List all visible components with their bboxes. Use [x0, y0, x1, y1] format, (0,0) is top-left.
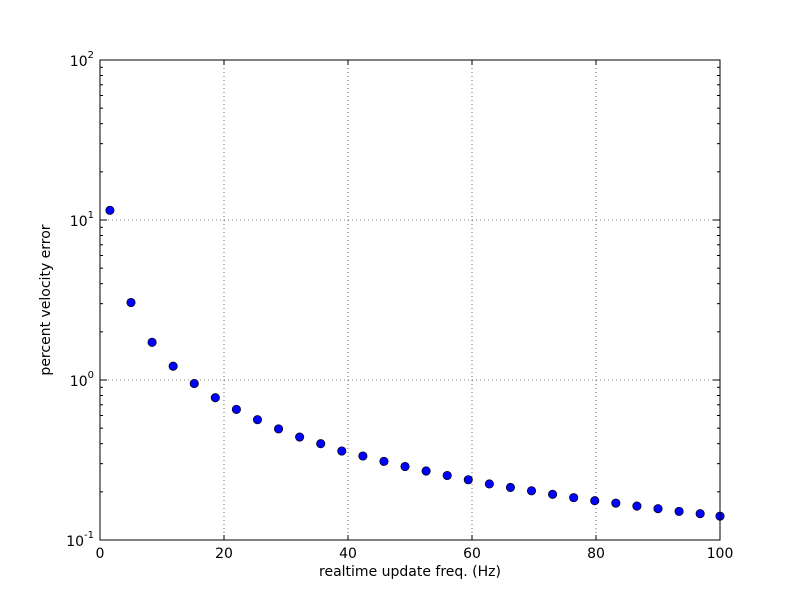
axis-ticks: [99, 59, 721, 541]
grid-lines: [100, 60, 720, 540]
data-point: [590, 496, 600, 506]
data-point: [526, 486, 537, 496]
y-tick-label: 102: [70, 50, 94, 70]
data-point: [210, 393, 220, 403]
data-point: [231, 404, 241, 414]
data-point: [358, 451, 368, 461]
x-tick-label: 40: [339, 546, 357, 562]
data-point: [442, 470, 452, 481]
data-point: [337, 446, 347, 456]
data-point: [400, 461, 410, 472]
data-point: [484, 479, 494, 489]
data-point: [189, 379, 199, 389]
y-tick-label: 100: [70, 370, 94, 390]
x-axis-label: realtime update freq. (Hz): [319, 564, 501, 580]
data-point: [379, 456, 389, 466]
data-point: [548, 489, 558, 499]
data-point: [653, 504, 663, 514]
data-point: [421, 466, 431, 476]
data-point: [611, 498, 621, 508]
x-tick-label: 80: [587, 546, 605, 562]
data-point: [316, 439, 326, 449]
data-point: [295, 432, 305, 442]
plot-frame: [99, 59, 721, 541]
data-point: [105, 205, 115, 215]
x-tick-label: 60: [463, 546, 481, 562]
y-tick-label: 10-1: [66, 530, 94, 550]
data-point: [168, 361, 178, 371]
y-axis-label: percent velocity error: [38, 224, 54, 375]
data-point: [569, 493, 579, 503]
data-point: [252, 415, 263, 425]
x-tick-label: 0: [96, 546, 105, 562]
data-point: [147, 337, 157, 347]
y-tick-label: 101: [70, 210, 94, 230]
x-tick-label: 20: [215, 546, 233, 562]
x-tick-label: 100: [707, 546, 734, 562]
data-point: [126, 297, 136, 308]
data-point: [695, 509, 705, 519]
tick-labels: 0 20 40 60 80 100 10-1 100 101 102: [66, 50, 733, 562]
data-point: [463, 475, 473, 485]
plot-background: [100, 60, 720, 540]
data-point: [632, 501, 642, 511]
data-point: [274, 424, 284, 434]
data-points: [105, 205, 725, 521]
data-point: [505, 482, 515, 493]
data-point: [674, 506, 684, 516]
